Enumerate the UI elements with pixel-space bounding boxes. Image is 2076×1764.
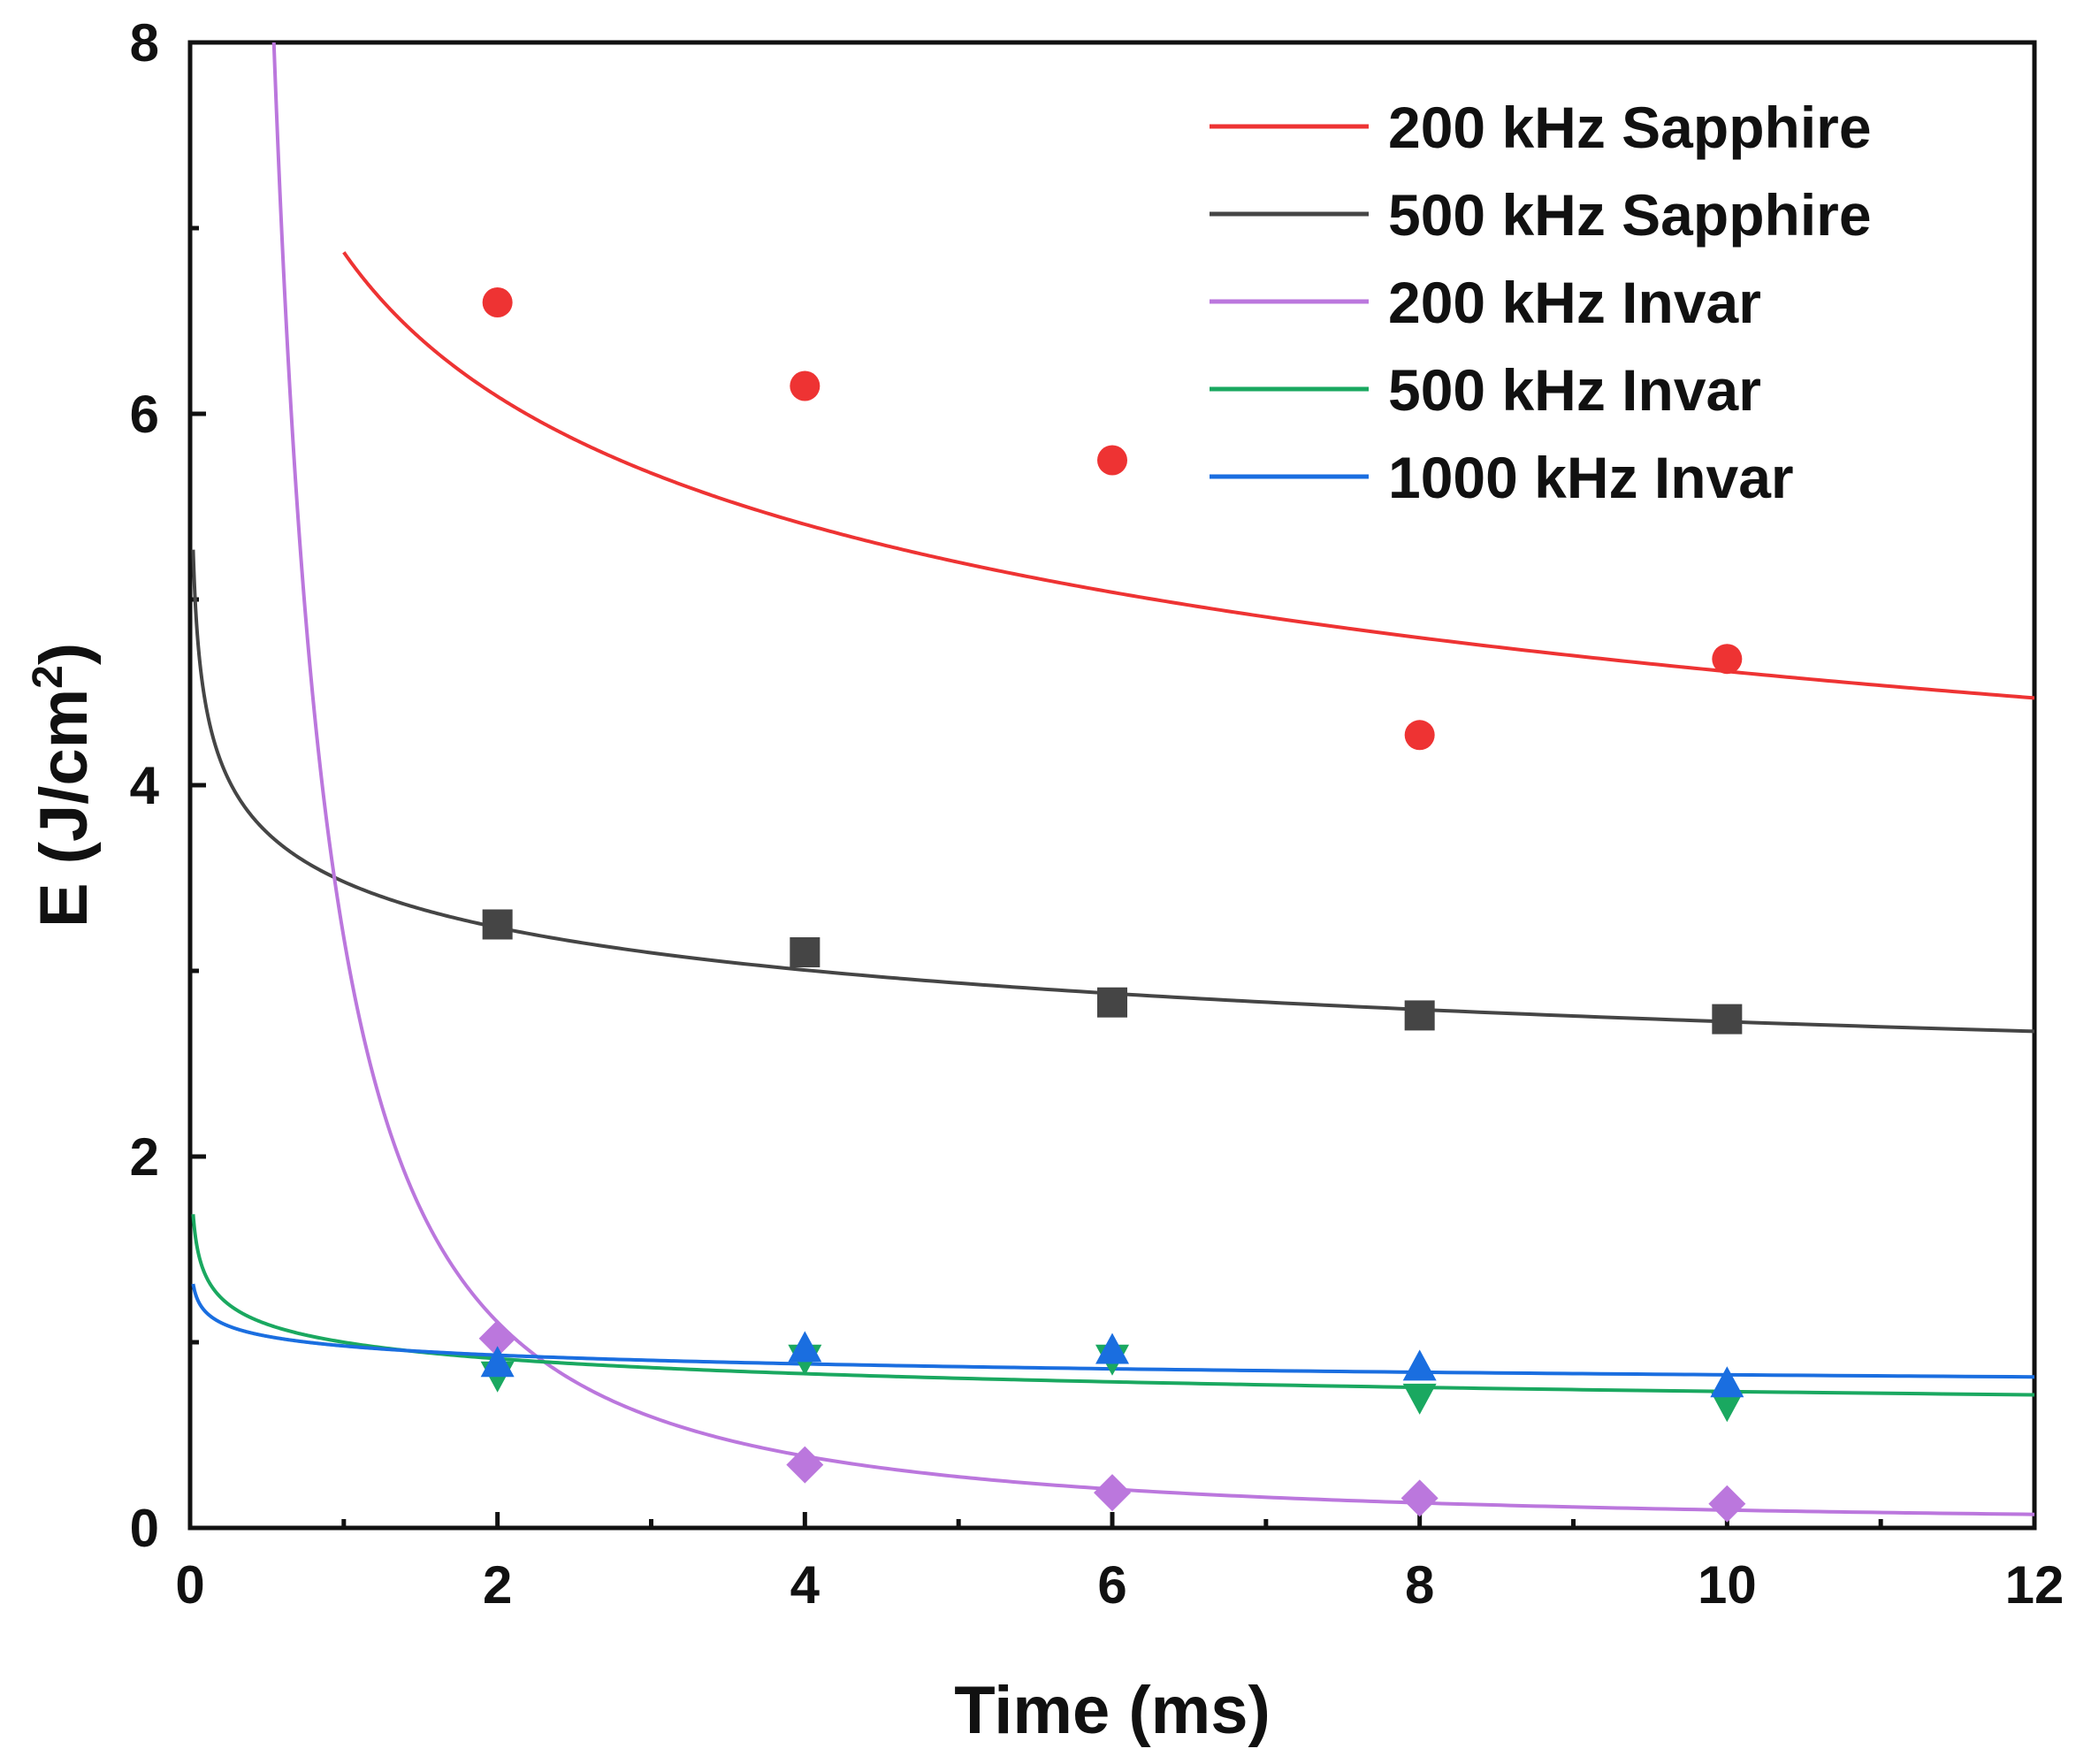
y-tick-label: 0: [130, 1499, 159, 1558]
fit-curves: [191, 42, 2034, 1516]
data-point: [1401, 1479, 1439, 1517]
y-tick-label: 6: [130, 385, 159, 444]
data-point: [1402, 1349, 1437, 1381]
data-points: [478, 287, 1746, 1523]
legend-label: 200 kHz Sapphire: [1388, 95, 1872, 160]
data-point: [482, 287, 513, 317]
data-point: [1094, 1474, 1131, 1512]
data-point: [1097, 445, 1127, 476]
data-point: [1708, 1485, 1746, 1523]
fit-curve: [191, 1283, 2034, 1379]
data-point: [1710, 1391, 1744, 1423]
legend-label: 500 kHz Invar: [1388, 357, 1761, 423]
fit-curve: [191, 549, 2034, 1034]
data-point: [482, 909, 513, 940]
y-axis-title: E (J/cm2): [25, 643, 102, 928]
data-point: [1404, 1000, 1435, 1031]
x-tick-label: 0: [175, 1555, 204, 1615]
legend: 200 kHz Sapphire 500 kHz Sapphire 200 kHz …: [1210, 95, 1872, 510]
data-point: [1402, 1383, 1437, 1415]
data-point: [480, 1346, 515, 1378]
y-tick-label: 2: [130, 1127, 159, 1187]
data-point: [478, 1319, 516, 1357]
data-point: [1404, 720, 1435, 751]
fit-curve: [342, 251, 2034, 700]
fit-curve: [271, 42, 2034, 1516]
legend-label: 1000 kHz Invar: [1388, 445, 1794, 510]
data-point: [1710, 1366, 1744, 1398]
x-tick-label: 12: [2005, 1555, 2065, 1615]
x-axis-title: Time (ms): [954, 1673, 1271, 1748]
data-point: [786, 1446, 824, 1484]
fit-curve: [191, 1214, 2034, 1397]
y-axis-title-close: ): [27, 643, 102, 665]
legend-label: 200 kHz Invar: [1388, 270, 1761, 335]
plot-frame: [187, 40, 2037, 1531]
data-point: [1712, 644, 1743, 675]
y-axis-title-main: E (J/cm: [27, 689, 102, 928]
x-tick-label: 2: [483, 1555, 512, 1615]
x-tick-label: 4: [790, 1555, 820, 1615]
data-point: [790, 937, 820, 967]
y-tick-label: 8: [130, 13, 159, 73]
y-axis-title-superscript: 2: [25, 665, 72, 689]
data-point: [1097, 987, 1127, 1018]
x-tick-label: 6: [1097, 1555, 1126, 1615]
x-tick-label: 10: [1698, 1555, 1757, 1615]
axis-ticks: 0 2 4 6 8 10 12 0 2 4 6 8: [130, 13, 2065, 1615]
data-point: [1712, 1004, 1743, 1035]
data-point: [788, 1331, 822, 1363]
data-point: [1095, 1333, 1129, 1364]
x-tick-label: 8: [1405, 1555, 1434, 1615]
legend-label: 500 kHz Sapphire: [1388, 182, 1872, 248]
data-point: [790, 370, 820, 401]
y-tick-label: 4: [130, 756, 160, 815]
